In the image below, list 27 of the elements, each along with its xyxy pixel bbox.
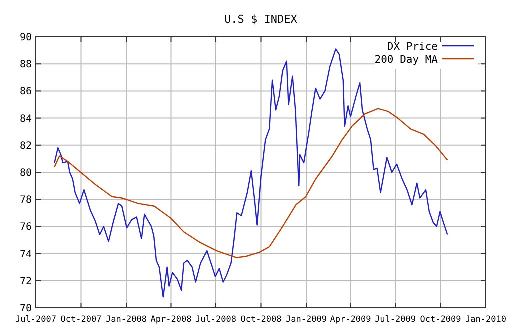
y-tick-label: 80 [20, 168, 32, 179]
x-tick-label: Apr-2008 [150, 315, 192, 325]
x-tick-label: Jul-2009 [375, 315, 416, 325]
x-tick-label: Jul-2007 [16, 315, 56, 325]
legend-label: 200 Day MA [374, 54, 439, 66]
legend-label: DX Price [387, 41, 438, 53]
line-series [54, 48, 448, 298]
line-series [54, 108, 448, 258]
chart-title: U.S $ INDEX [224, 13, 298, 26]
y-tick-label: 90 [20, 32, 32, 44]
y-tick-label: 88 [20, 60, 32, 71]
y-tick-label: 76 [20, 222, 32, 234]
x-tick-label: Jul-2008 [196, 315, 236, 325]
x-tick-label: Oct-2007 [60, 315, 102, 325]
y-tick-label: 78 [20, 195, 32, 206]
y-tick-label: 74 [20, 249, 32, 260]
x-tick-label: Jan-2009 [286, 315, 327, 325]
y-tick-label: 84 [20, 114, 32, 125]
y-tick-label: 82 [20, 140, 32, 152]
x-tick-label: Jan-2010 [466, 315, 506, 325]
y-tick-label: 70 [20, 304, 32, 314]
y-tick-label: 86 [20, 86, 32, 98]
y-tick-label: 72 [20, 276, 32, 288]
x-tick-label: Jan-2008 [106, 315, 147, 325]
x-tick-label: Apr-2009 [330, 315, 372, 325]
x-tick-label: Oct-2009 [420, 315, 462, 325]
x-tick-label: Oct-2008 [240, 315, 282, 325]
